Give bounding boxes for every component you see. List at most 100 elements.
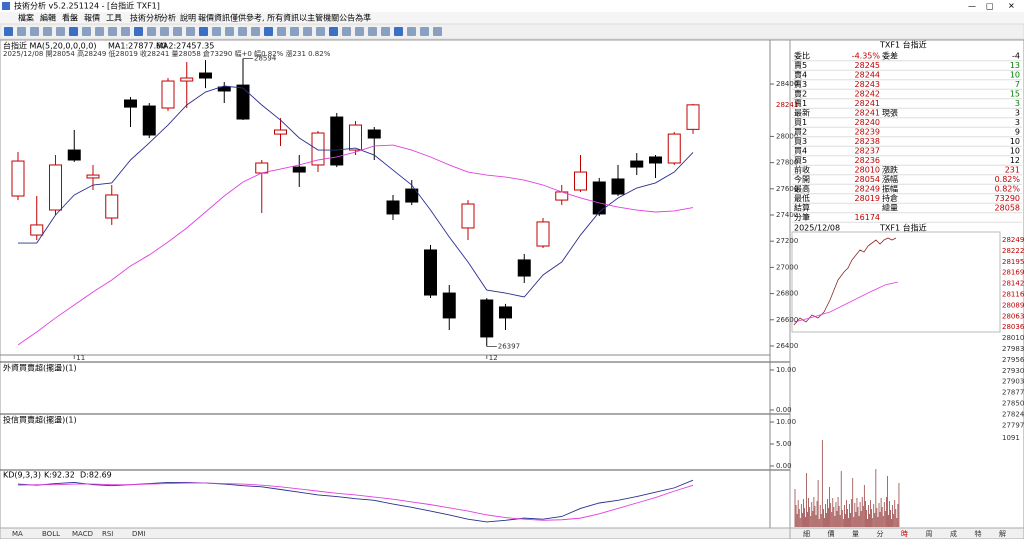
candle-body xyxy=(274,129,287,135)
indicator-tab[interactable]: BOLL xyxy=(42,530,60,538)
quote-label: 賣2 xyxy=(794,89,807,99)
quote-label: 買2 xyxy=(794,128,807,137)
mini-tick-label: 28063 xyxy=(1002,312,1024,320)
toolbar-button[interactable] xyxy=(95,27,104,36)
y-tick-label: 27000 xyxy=(776,263,798,271)
quote-value: 28244 xyxy=(855,71,880,80)
menu-item[interactable]: 分析 xyxy=(160,13,176,23)
toolbar-button[interactable] xyxy=(225,27,234,36)
toolbar-button[interactable] xyxy=(30,27,39,36)
close-button[interactable]: ✕ xyxy=(1008,2,1015,11)
quote-tab[interactable]: 量 xyxy=(852,530,859,538)
toolbar-button[interactable] xyxy=(355,27,364,36)
toolbar-button[interactable] xyxy=(394,27,403,36)
candle-body xyxy=(255,162,269,174)
indicator-tabs xyxy=(0,527,791,539)
toolbar-button[interactable] xyxy=(381,27,390,36)
candle-body xyxy=(592,181,606,215)
quote-label: 最新 xyxy=(794,108,810,118)
minimize-button[interactable]: — xyxy=(968,2,976,11)
chart-info: 2025/12/08 開28054 高28249 低28019 收28241 量… xyxy=(3,49,331,58)
mini-tick-label: 27797 xyxy=(1002,421,1024,429)
quote-value: 7 xyxy=(1015,80,1020,89)
mini-title: TXF1 台指近 xyxy=(879,223,927,233)
quote-tab[interactable]: 成 xyxy=(950,529,957,538)
candle-body xyxy=(405,188,419,203)
toolbar-button[interactable] xyxy=(407,27,416,36)
indicator-tab[interactable]: DMI xyxy=(132,530,146,538)
toolbar-button[interactable] xyxy=(43,27,52,36)
quote-tab[interactable]: 細 xyxy=(803,529,810,538)
y-tick-label: 5.00 xyxy=(776,440,792,448)
toolbar-button[interactable] xyxy=(316,27,325,36)
mini-volume xyxy=(794,440,900,527)
menu-item[interactable]: 工具 xyxy=(106,14,122,23)
toolbar-button[interactable] xyxy=(433,27,442,36)
ma-line xyxy=(18,85,694,298)
menu-item[interactable]: 檔案 xyxy=(18,13,34,23)
ma-line xyxy=(17,144,694,346)
indicator-tab[interactable]: MACD xyxy=(72,530,93,538)
ma-label: MA2:27457.35 xyxy=(156,42,214,51)
quote-tab[interactable]: 分 xyxy=(877,529,884,538)
mini-tick-label: 28249 xyxy=(1002,236,1024,244)
toolbar-button[interactable] xyxy=(368,27,377,36)
mini-tick-label: 28089 xyxy=(1002,301,1024,309)
quote-tab[interactable]: 特 xyxy=(975,529,982,538)
toolbar-button[interactable] xyxy=(303,27,312,36)
candle-body xyxy=(199,72,212,79)
candle-body xyxy=(67,149,81,161)
candle-body xyxy=(11,160,25,197)
menu-item[interactable]: 報價 xyxy=(84,14,100,23)
quote-label: 買1 xyxy=(794,118,807,127)
toolbar-button[interactable] xyxy=(4,27,13,36)
toolbar-button[interactable] xyxy=(108,27,117,36)
toolbar-button[interactable] xyxy=(56,27,65,36)
quote-tab[interactable]: 時 xyxy=(901,530,908,538)
quote-label: 買3 xyxy=(794,137,807,146)
indicator-tab[interactable]: MA xyxy=(12,530,23,538)
kd-title: KD(9,3,3) xyxy=(3,471,41,480)
toolbar-button[interactable] xyxy=(342,27,351,36)
y-tick-label: 26400 xyxy=(776,342,798,350)
toolbar-button[interactable] xyxy=(69,27,78,36)
toolbar-button[interactable] xyxy=(264,27,273,36)
toolbar-button[interactable] xyxy=(173,27,182,36)
toolbar-button[interactable] xyxy=(82,27,91,36)
toolbar-button[interactable] xyxy=(121,27,130,36)
candle-body xyxy=(86,174,100,179)
quote-value: 28237 xyxy=(855,147,880,156)
menu-item[interactable]: 編輯 xyxy=(40,13,56,23)
toolbar-button[interactable] xyxy=(134,27,143,36)
toolbar-button[interactable] xyxy=(212,27,221,36)
toolbar-button[interactable] xyxy=(199,27,208,36)
toolbar-button[interactable] xyxy=(160,27,169,36)
toolbar-button[interactable] xyxy=(238,27,247,36)
quote-value: 28241 xyxy=(855,109,880,118)
quote-tab[interactable]: 周 xyxy=(926,530,933,538)
menu-item[interactable]: 報價資訊僅供參考, 所有資訊以主管機關公告為準 xyxy=(198,13,371,23)
quote-tab[interactable]: 解 xyxy=(999,529,1006,538)
quote-value: 231 xyxy=(1005,166,1020,175)
toolbar-button[interactable] xyxy=(147,27,156,36)
candle-body xyxy=(386,200,400,215)
candle-body xyxy=(686,104,700,130)
toolbar-button[interactable] xyxy=(17,27,26,36)
y-tick-label: 28000 xyxy=(776,132,798,140)
toolbar-button[interactable] xyxy=(329,27,338,36)
extreme-label: 26397 xyxy=(498,342,520,350)
toolbar-button[interactable] xyxy=(277,27,286,36)
toolbar-button[interactable] xyxy=(290,27,299,36)
mini-tick-label: 27850 xyxy=(1002,400,1024,408)
candle-body xyxy=(311,132,325,166)
indicator-tab[interactable]: RSI xyxy=(102,530,113,538)
quote-label: 持倉 xyxy=(882,193,898,203)
menu-item[interactable]: 說明 xyxy=(180,13,196,23)
quote-tab[interactable]: 價 xyxy=(828,529,835,538)
menu-item[interactable]: 看盤 xyxy=(62,13,78,23)
toolbar-button[interactable] xyxy=(251,27,260,36)
menu-item[interactable]: 技術分析 xyxy=(130,13,162,23)
maximize-button[interactable]: □ xyxy=(986,2,994,11)
toolbar-button[interactable] xyxy=(420,27,429,36)
toolbar-button[interactable] xyxy=(186,27,195,36)
